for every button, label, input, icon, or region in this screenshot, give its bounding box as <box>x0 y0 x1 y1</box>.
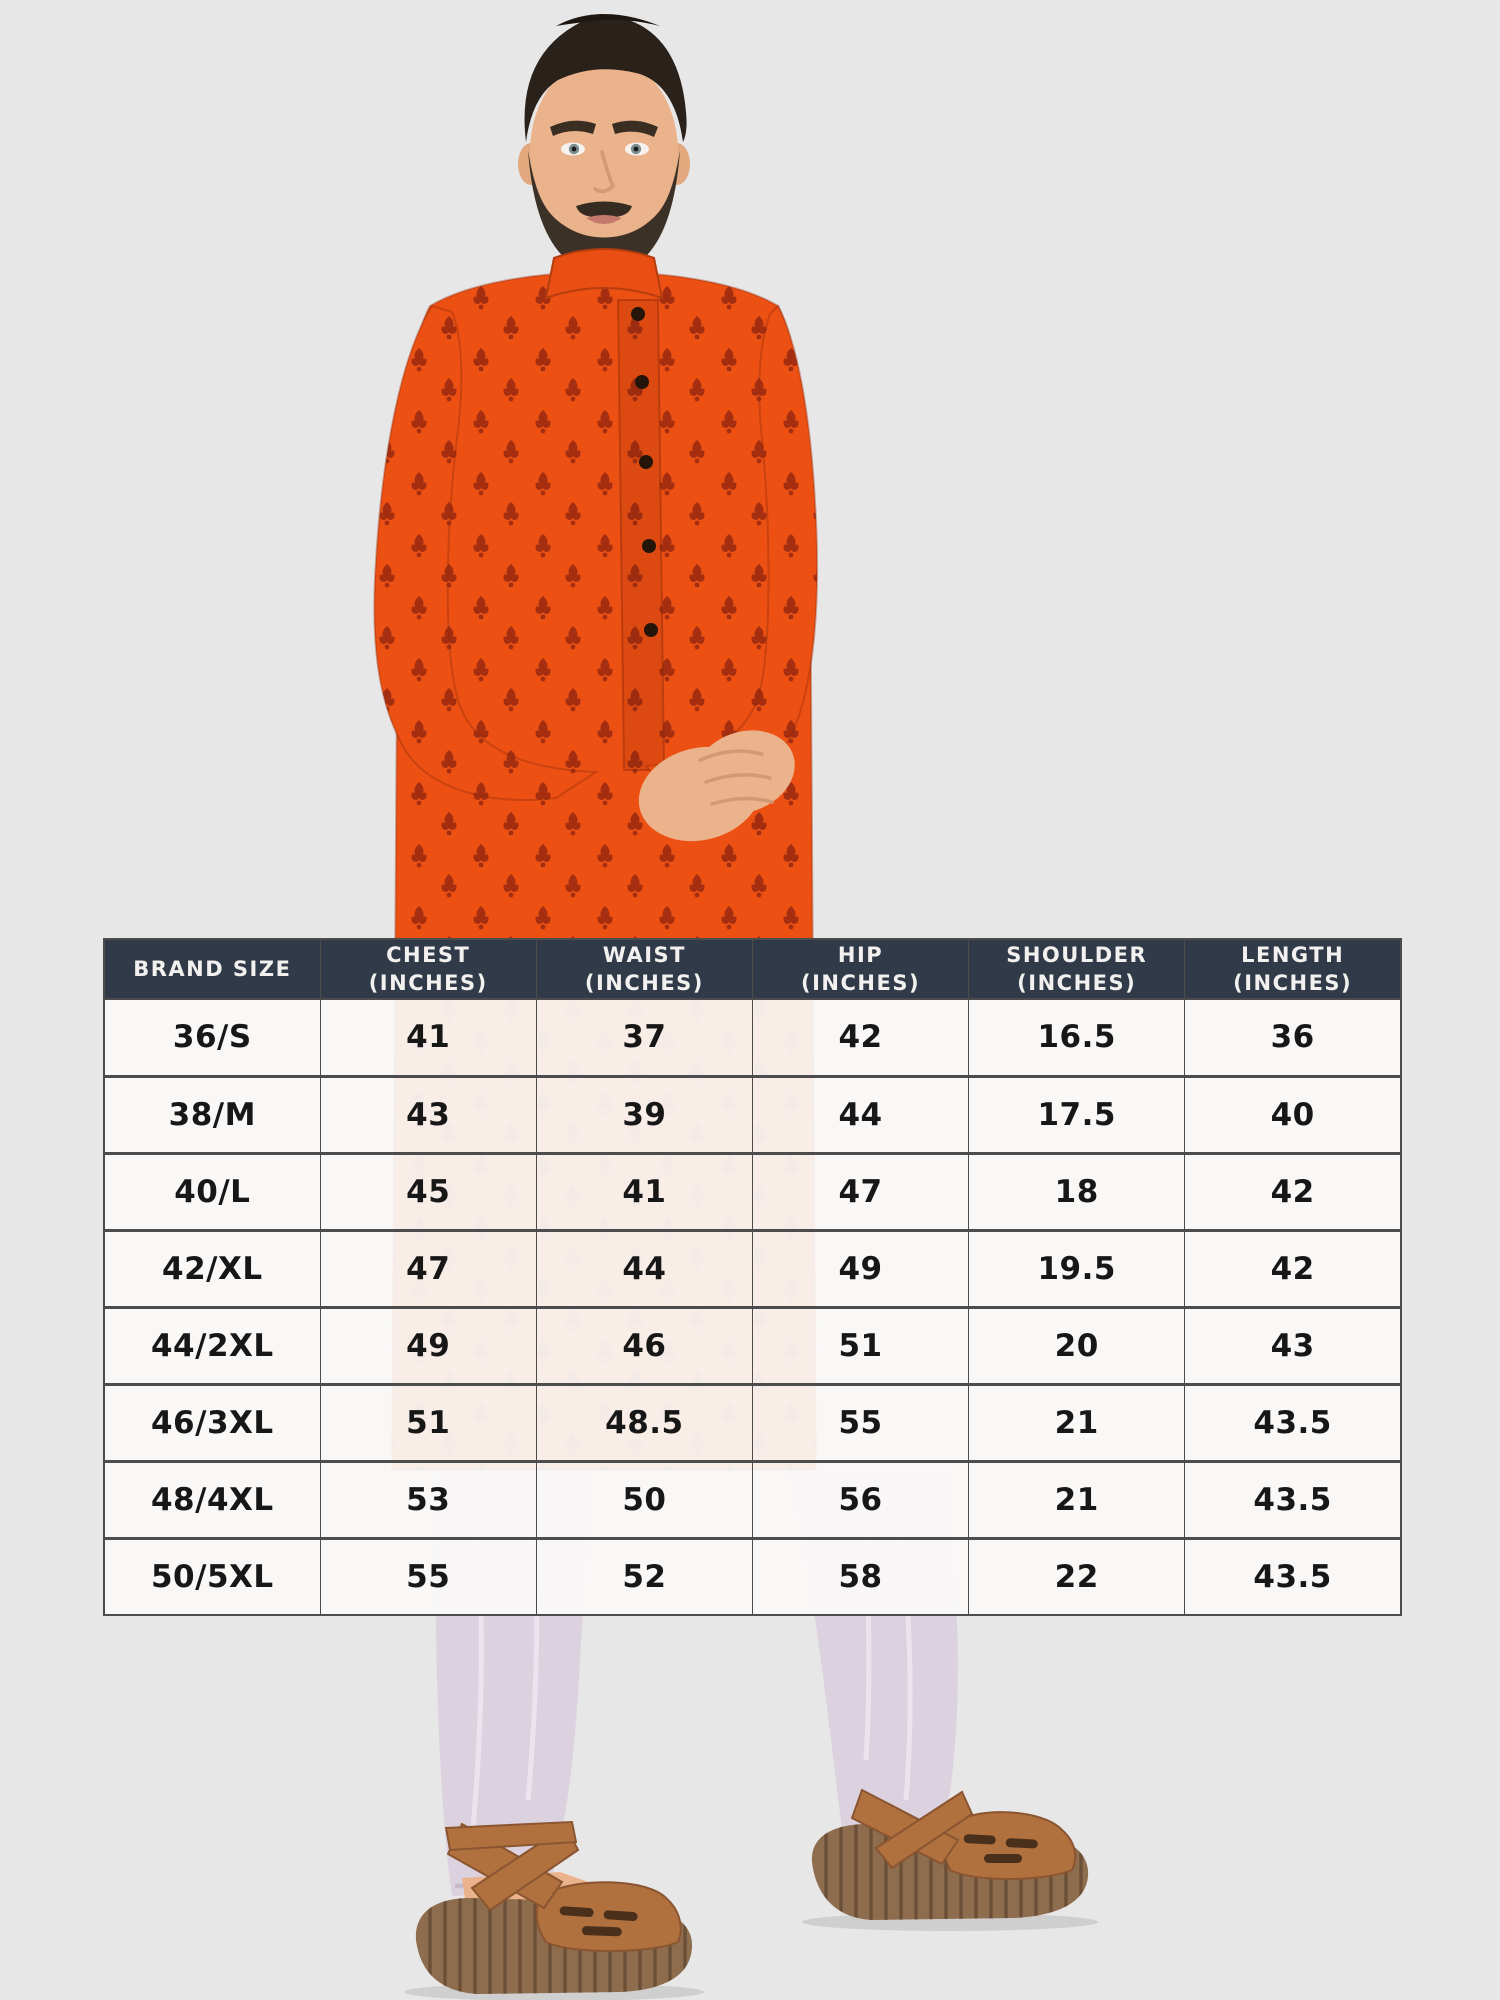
length-cell: 43 <box>1184 1307 1402 1384</box>
table-row: 42/XL 47 44 49 19.5 42 <box>103 1230 1402 1307</box>
waist-cell: 46 <box>535 1307 753 1384</box>
chest-cell: 45 <box>319 1153 537 1230</box>
chest-cell: 51 <box>319 1384 537 1461</box>
shoulder-cell: 18 <box>968 1153 1186 1230</box>
kurta-collar <box>544 248 664 300</box>
right-sandal <box>802 1788 1098 1931</box>
hip-cell: 49 <box>751 1230 970 1307</box>
brand-size-cell: 50/5XL <box>103 1538 321 1615</box>
hip-cell: 44 <box>751 1076 970 1153</box>
kurta-left-sleeve <box>373 304 600 801</box>
table-row: 36/S 41 37 42 16.5 36 <box>103 999 1402 1076</box>
length-cell: 43.5 <box>1184 1538 1402 1615</box>
table-row: 46/3XL 51 48.5 55 21 43.5 <box>103 1384 1402 1461</box>
brand-size-cell: 48/4XL <box>103 1461 321 1538</box>
shoulder-cell: 21 <box>968 1461 1186 1538</box>
model-eyes <box>561 142 649 156</box>
shoulder-cell: 22 <box>968 1538 1186 1615</box>
chest-cell: 47 <box>319 1230 537 1307</box>
chest-cell: 55 <box>319 1538 537 1615</box>
hip-cell: 56 <box>751 1461 970 1538</box>
model-hair <box>524 14 687 142</box>
table-row: 44/2XL 49 46 51 20 43 <box>103 1307 1402 1384</box>
length-cell: 43.5 <box>1184 1384 1402 1461</box>
table-row: 48/4XL 53 50 56 21 43.5 <box>103 1461 1402 1538</box>
hip-cell: 51 <box>751 1307 970 1384</box>
waist-cell: 48.5 <box>535 1384 753 1461</box>
hip-cell: 47 <box>751 1153 970 1230</box>
chest-cell: 49 <box>319 1307 537 1384</box>
length-cell: 42 <box>1184 1153 1402 1230</box>
hip-cell: 42 <box>751 999 970 1076</box>
shoulder-cell: 19.5 <box>968 1230 1186 1307</box>
length-cell: 36 <box>1184 999 1402 1076</box>
left-sandal <box>404 1820 704 2000</box>
col-header-chest: CHEST (INCHES) <box>319 939 537 1000</box>
shoulder-cell: 16.5 <box>968 999 1186 1076</box>
waist-cell: 39 <box>535 1076 753 1153</box>
model-beard <box>528 150 680 276</box>
shoulder-cell: 21 <box>968 1384 1186 1461</box>
waist-cell: 41 <box>535 1153 753 1230</box>
size-chart-table: BRAND SIZE CHEST (INCHES) WAIST (INCHES) H… <box>103 938 1402 1616</box>
col-header-waist: WAIST (INCHES) <box>535 939 753 1000</box>
table-row: 38/M 43 39 44 17.5 40 <box>103 1076 1402 1153</box>
length-cell: 43.5 <box>1184 1461 1402 1538</box>
kurta-buttons <box>631 307 658 637</box>
brand-size-cell: 44/2XL <box>103 1307 321 1384</box>
brand-size-cell: 40/L <box>103 1153 321 1230</box>
col-header-length: LENGTH (INCHES) <box>1184 939 1402 1000</box>
hip-cell: 58 <box>751 1538 970 1615</box>
header-row: BRAND SIZE CHEST (INCHES) WAIST (INCHES) H… <box>103 939 1402 1000</box>
col-header-brand-size: BRAND SIZE <box>103 939 321 1000</box>
chest-cell: 41 <box>319 999 537 1076</box>
model-face <box>518 14 690 276</box>
brand-size-cell: 42/XL <box>103 1230 321 1307</box>
model-hands <box>638 730 795 842</box>
brand-size-cell: 36/S <box>103 999 321 1076</box>
shoulder-cell: 17.5 <box>968 1076 1186 1153</box>
length-cell: 40 <box>1184 1076 1402 1153</box>
chest-cell: 53 <box>319 1461 537 1538</box>
table-row: 40/L 45 41 47 18 42 <box>103 1153 1402 1230</box>
waist-cell: 37 <box>535 999 753 1076</box>
chest-cell: 43 <box>319 1076 537 1153</box>
col-header-shoulder: SHOULDER (INCHES) <box>968 939 1186 1000</box>
waist-cell: 52 <box>535 1538 753 1615</box>
table-row: 50/5XL 55 52 58 22 43.5 <box>103 1538 1402 1615</box>
shoulder-cell: 20 <box>968 1307 1186 1384</box>
waist-cell: 44 <box>535 1230 753 1307</box>
waist-cell: 50 <box>535 1461 753 1538</box>
length-cell: 42 <box>1184 1230 1402 1307</box>
hip-cell: 55 <box>751 1384 970 1461</box>
brand-size-cell: 38/M <box>103 1076 321 1153</box>
col-header-hip: HIP (INCHES) <box>751 939 970 1000</box>
brand-size-cell: 46/3XL <box>103 1384 321 1461</box>
